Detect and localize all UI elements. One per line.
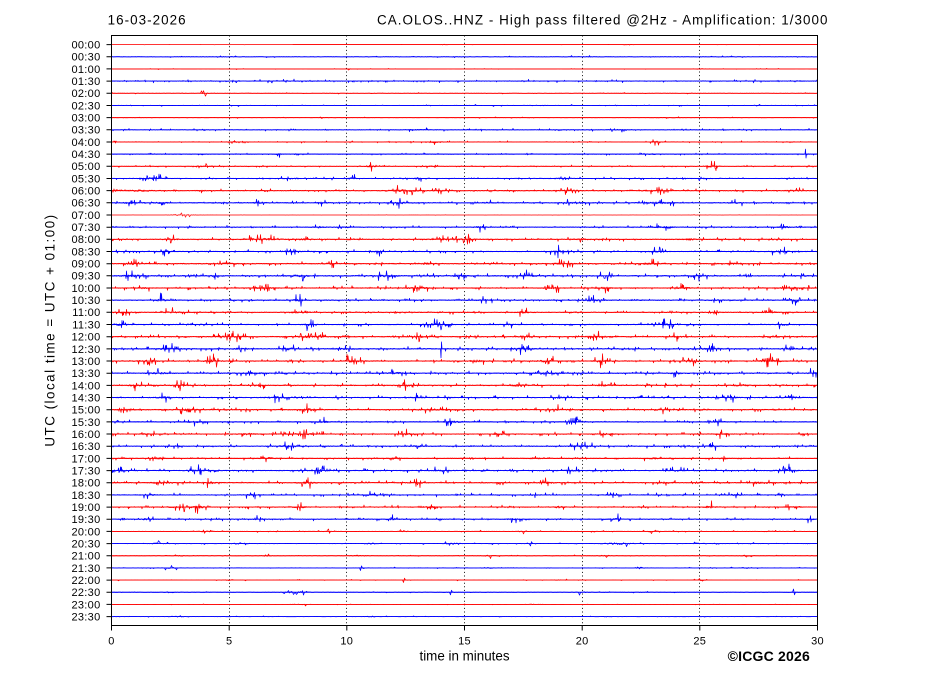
svg-text:05:30: 05:30 <box>71 173 100 185</box>
svg-text:15:30: 15:30 <box>71 417 100 429</box>
svg-text:14:30: 14:30 <box>71 392 100 404</box>
svg-text:08:30: 08:30 <box>71 246 100 258</box>
svg-text:18:30: 18:30 <box>71 490 100 502</box>
svg-text:time in minutes: time in minutes <box>419 649 509 664</box>
svg-text:03:00: 03:00 <box>71 113 100 125</box>
svg-text:05:00: 05:00 <box>71 161 100 173</box>
svg-text:12:00: 12:00 <box>71 332 100 344</box>
svg-text:13:30: 13:30 <box>71 368 100 380</box>
svg-text:13:00: 13:00 <box>71 356 100 368</box>
svg-text:21:00: 21:00 <box>71 551 100 563</box>
svg-text:22:30: 22:30 <box>71 587 100 599</box>
svg-text:17:00: 17:00 <box>71 453 100 465</box>
svg-text:30: 30 <box>811 636 824 648</box>
svg-text:20:00: 20:00 <box>71 526 100 538</box>
svg-text:01:00: 01:00 <box>71 64 100 76</box>
svg-text:14:00: 14:00 <box>71 380 100 392</box>
svg-text:17:30: 17:30 <box>71 465 100 477</box>
svg-text:10: 10 <box>340 636 353 648</box>
svg-text:02:00: 02:00 <box>71 88 100 100</box>
svg-text:12:30: 12:30 <box>71 344 100 356</box>
svg-text:21:30: 21:30 <box>71 563 100 575</box>
svg-text:©ICGC 2026: ©ICGC 2026 <box>728 648 810 664</box>
svg-text:01:30: 01:30 <box>71 76 100 88</box>
svg-text:07:30: 07:30 <box>71 222 100 234</box>
svg-text:5: 5 <box>226 636 232 648</box>
svg-text:09:30: 09:30 <box>71 271 100 283</box>
svg-text:UTC (local time = UTC + 01:00): UTC (local time = UTC + 01:00) <box>43 213 58 446</box>
svg-text:23:00: 23:00 <box>71 599 100 611</box>
svg-text:15:00: 15:00 <box>71 405 100 417</box>
svg-text:19:00: 19:00 <box>71 502 100 514</box>
svg-text:04:30: 04:30 <box>71 149 100 161</box>
svg-text:11:00: 11:00 <box>72 307 100 319</box>
svg-text:18:00: 18:00 <box>71 478 100 490</box>
svg-text:19:30: 19:30 <box>71 514 100 526</box>
svg-text:23:30: 23:30 <box>71 612 100 624</box>
svg-text:0: 0 <box>108 636 114 648</box>
svg-text:25: 25 <box>693 636 706 648</box>
svg-text:20:30: 20:30 <box>71 539 100 551</box>
svg-text:16-03-2026: 16-03-2026 <box>108 12 187 27</box>
svg-text:10:00: 10:00 <box>71 283 100 295</box>
svg-text:00:00: 00:00 <box>71 40 100 52</box>
svg-text:22:00: 22:00 <box>71 575 100 587</box>
svg-text:08:00: 08:00 <box>71 234 100 246</box>
svg-text:09:00: 09:00 <box>71 259 100 271</box>
svg-text:07:00: 07:00 <box>71 210 100 222</box>
svg-text:11:30: 11:30 <box>72 319 100 331</box>
svg-text:03:30: 03:30 <box>71 125 100 137</box>
svg-text:06:00: 06:00 <box>71 186 100 198</box>
svg-text:15: 15 <box>458 636 471 648</box>
svg-text:10:30: 10:30 <box>71 295 100 307</box>
svg-text:20: 20 <box>576 636 589 648</box>
svg-text:02:30: 02:30 <box>71 100 100 112</box>
svg-text:CA.OLOS..HNZ - High pass filte: CA.OLOS..HNZ - High pass filtered @2Hz -… <box>377 12 829 27</box>
svg-text:16:30: 16:30 <box>71 441 100 453</box>
svg-text:16:00: 16:00 <box>71 429 100 441</box>
svg-text:04:00: 04:00 <box>71 137 100 149</box>
svg-text:06:30: 06:30 <box>71 198 100 210</box>
svg-text:00:30: 00:30 <box>71 52 100 64</box>
